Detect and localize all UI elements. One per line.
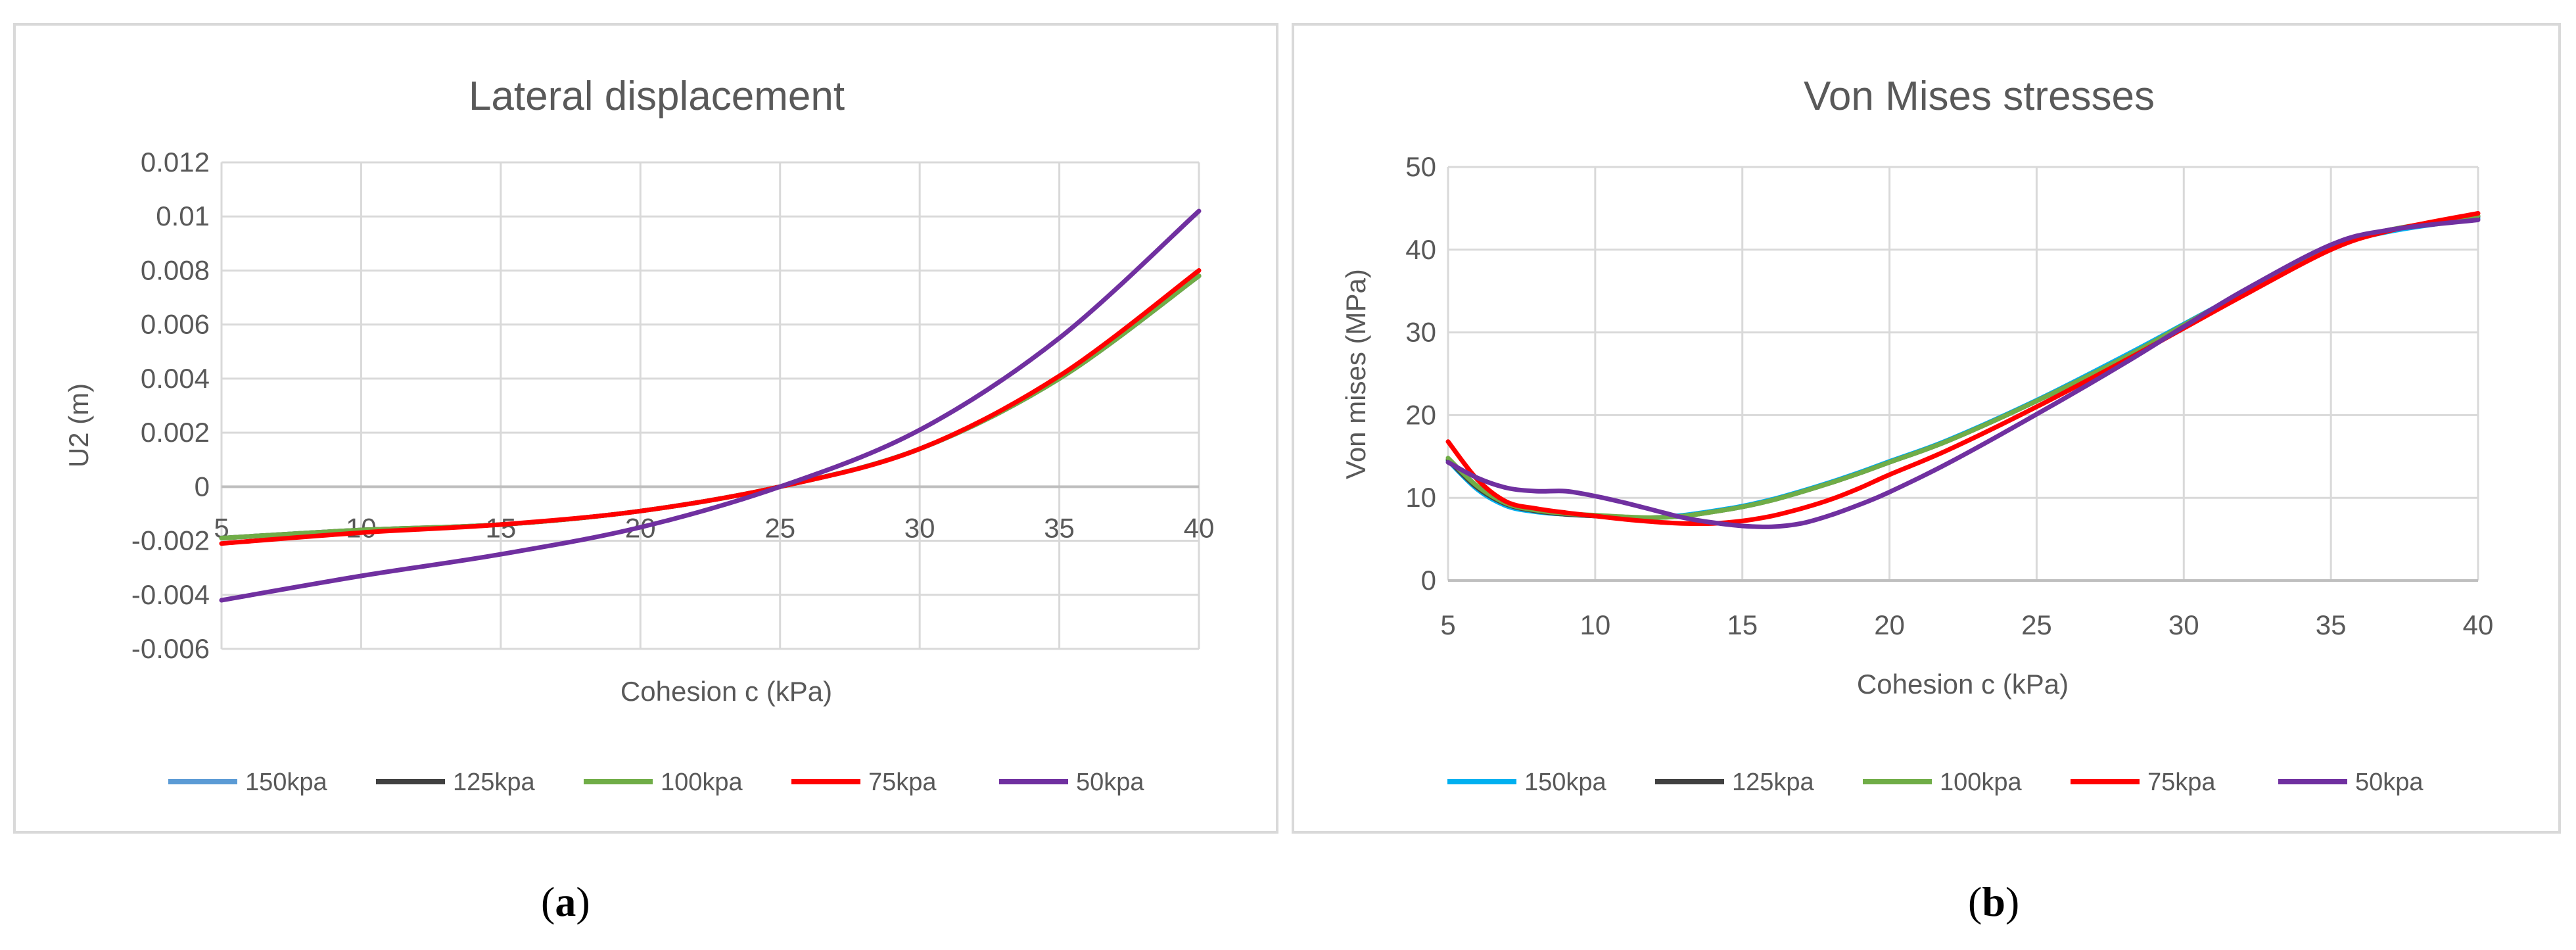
- caption-b: (b): [1968, 878, 2020, 925]
- series-line-100kpa: [1445, 213, 2481, 520]
- legend-label-75kpa: 75kpa: [868, 769, 937, 796]
- chart-b-x-title: Cohesion c (kPa): [1857, 669, 2069, 700]
- chart-a-title: Lateral displacement: [469, 74, 845, 119]
- chart-b-y-tick: 40: [1405, 234, 1436, 265]
- chart-b-y-tick: 10: [1405, 482, 1436, 513]
- chart-a-svg: Lateral displacement 0.012 0.01 0.008 0.006 0…: [63, 74, 1215, 796]
- chart-b-x-tick: 35: [2316, 609, 2347, 640]
- chart-b-x-tick: 40: [2463, 609, 2494, 640]
- chart-a-y-tick: 0.008: [141, 254, 210, 285]
- chart-b-x-tick: 20: [1874, 609, 1905, 640]
- series-line-50kpa: [1445, 218, 2481, 529]
- chart-b-y-tick: 0: [1421, 565, 1436, 596]
- chart-a-x-tick: 25: [764, 512, 795, 543]
- chart-a-x-tick: 35: [1044, 512, 1075, 543]
- series-line-125kpa: [1445, 214, 2481, 521]
- chart-b-x-tick: 25: [2021, 609, 2052, 640]
- legend-label-50kpa: 50kpa: [2355, 769, 2424, 796]
- legend-label-75kpa: 75kpa: [2147, 769, 2216, 796]
- chart-a-y-tick: 0.01: [156, 201, 210, 231]
- caption-a: (a): [541, 878, 590, 925]
- chart-a-y-tick: -0.006: [131, 633, 210, 664]
- chart-a-x-tick: 30: [904, 512, 935, 543]
- chart-b-y-title: Von mises (MPa): [1340, 269, 1371, 479]
- chart-a-y-tick: -0.002: [131, 525, 210, 556]
- chart-panel-b: Von Mises stresses 50 40 30 20 10 0 5 10 15 20 25 30…: [1292, 23, 2561, 834]
- chart-a-x-title: Cohesion c (kPa): [621, 676, 832, 707]
- caption-b-label: b: [1982, 878, 2005, 925]
- chart-a-y-tick: 0.012: [141, 147, 210, 178]
- chart-b-y-tick: 50: [1405, 151, 1436, 182]
- chart-a-y-tick: 0.004: [141, 363, 210, 394]
- chart-a-y-title: U2 (m): [63, 383, 94, 467]
- series-line-150kpa: [1445, 216, 2481, 521]
- caption-a-label: a: [555, 878, 576, 925]
- chart-a-y-tick: 0.002: [141, 417, 210, 448]
- chart-panel-a: Lateral displacement 0.012 0.01 0.008 0.006 0…: [13, 23, 1278, 834]
- chart-a-x-tick: 40: [1184, 512, 1215, 543]
- chart-b-title: Von Mises stresses: [1804, 74, 2155, 119]
- series-line-50kpa: [219, 208, 1202, 603]
- legend-label-50kpa: 50kpa: [1076, 769, 1144, 796]
- legend-label-150kpa: 150kpa: [1524, 769, 1607, 796]
- chart-b-y-tick: 30: [1405, 317, 1436, 348]
- chart-b-x-tick: 10: [1580, 609, 1610, 640]
- series-line-75kpa: [1445, 210, 2481, 527]
- series-line-75kpa: [219, 268, 1202, 546]
- legend-label-100kpa: 100kpa: [661, 769, 743, 796]
- legend-label-125kpa: 125kpa: [453, 769, 536, 796]
- chart-a-y-tick: 0: [195, 471, 210, 502]
- chart-b-x-tick: 30: [2168, 609, 2199, 640]
- chart-b-svg: Von Mises stresses 50 40 30 20 10 05 10 15 20 25 30…: [1340, 74, 2494, 796]
- legend-label-100kpa: 100kpa: [1940, 769, 2023, 796]
- chart-a-y-tick: -0.004: [131, 579, 210, 610]
- chart-a-y-tick: 0.006: [141, 309, 210, 340]
- chart-b-x-tick: 15: [1727, 609, 1758, 640]
- chart-b-x-tick: 5: [1440, 609, 1455, 640]
- legend-label-150kpa: 150kpa: [245, 769, 328, 796]
- legend-label-125kpa: 125kpa: [1732, 769, 1815, 796]
- chart-b-y-tick: 20: [1405, 399, 1436, 430]
- chart-a-x-tick: 15: [485, 512, 516, 543]
